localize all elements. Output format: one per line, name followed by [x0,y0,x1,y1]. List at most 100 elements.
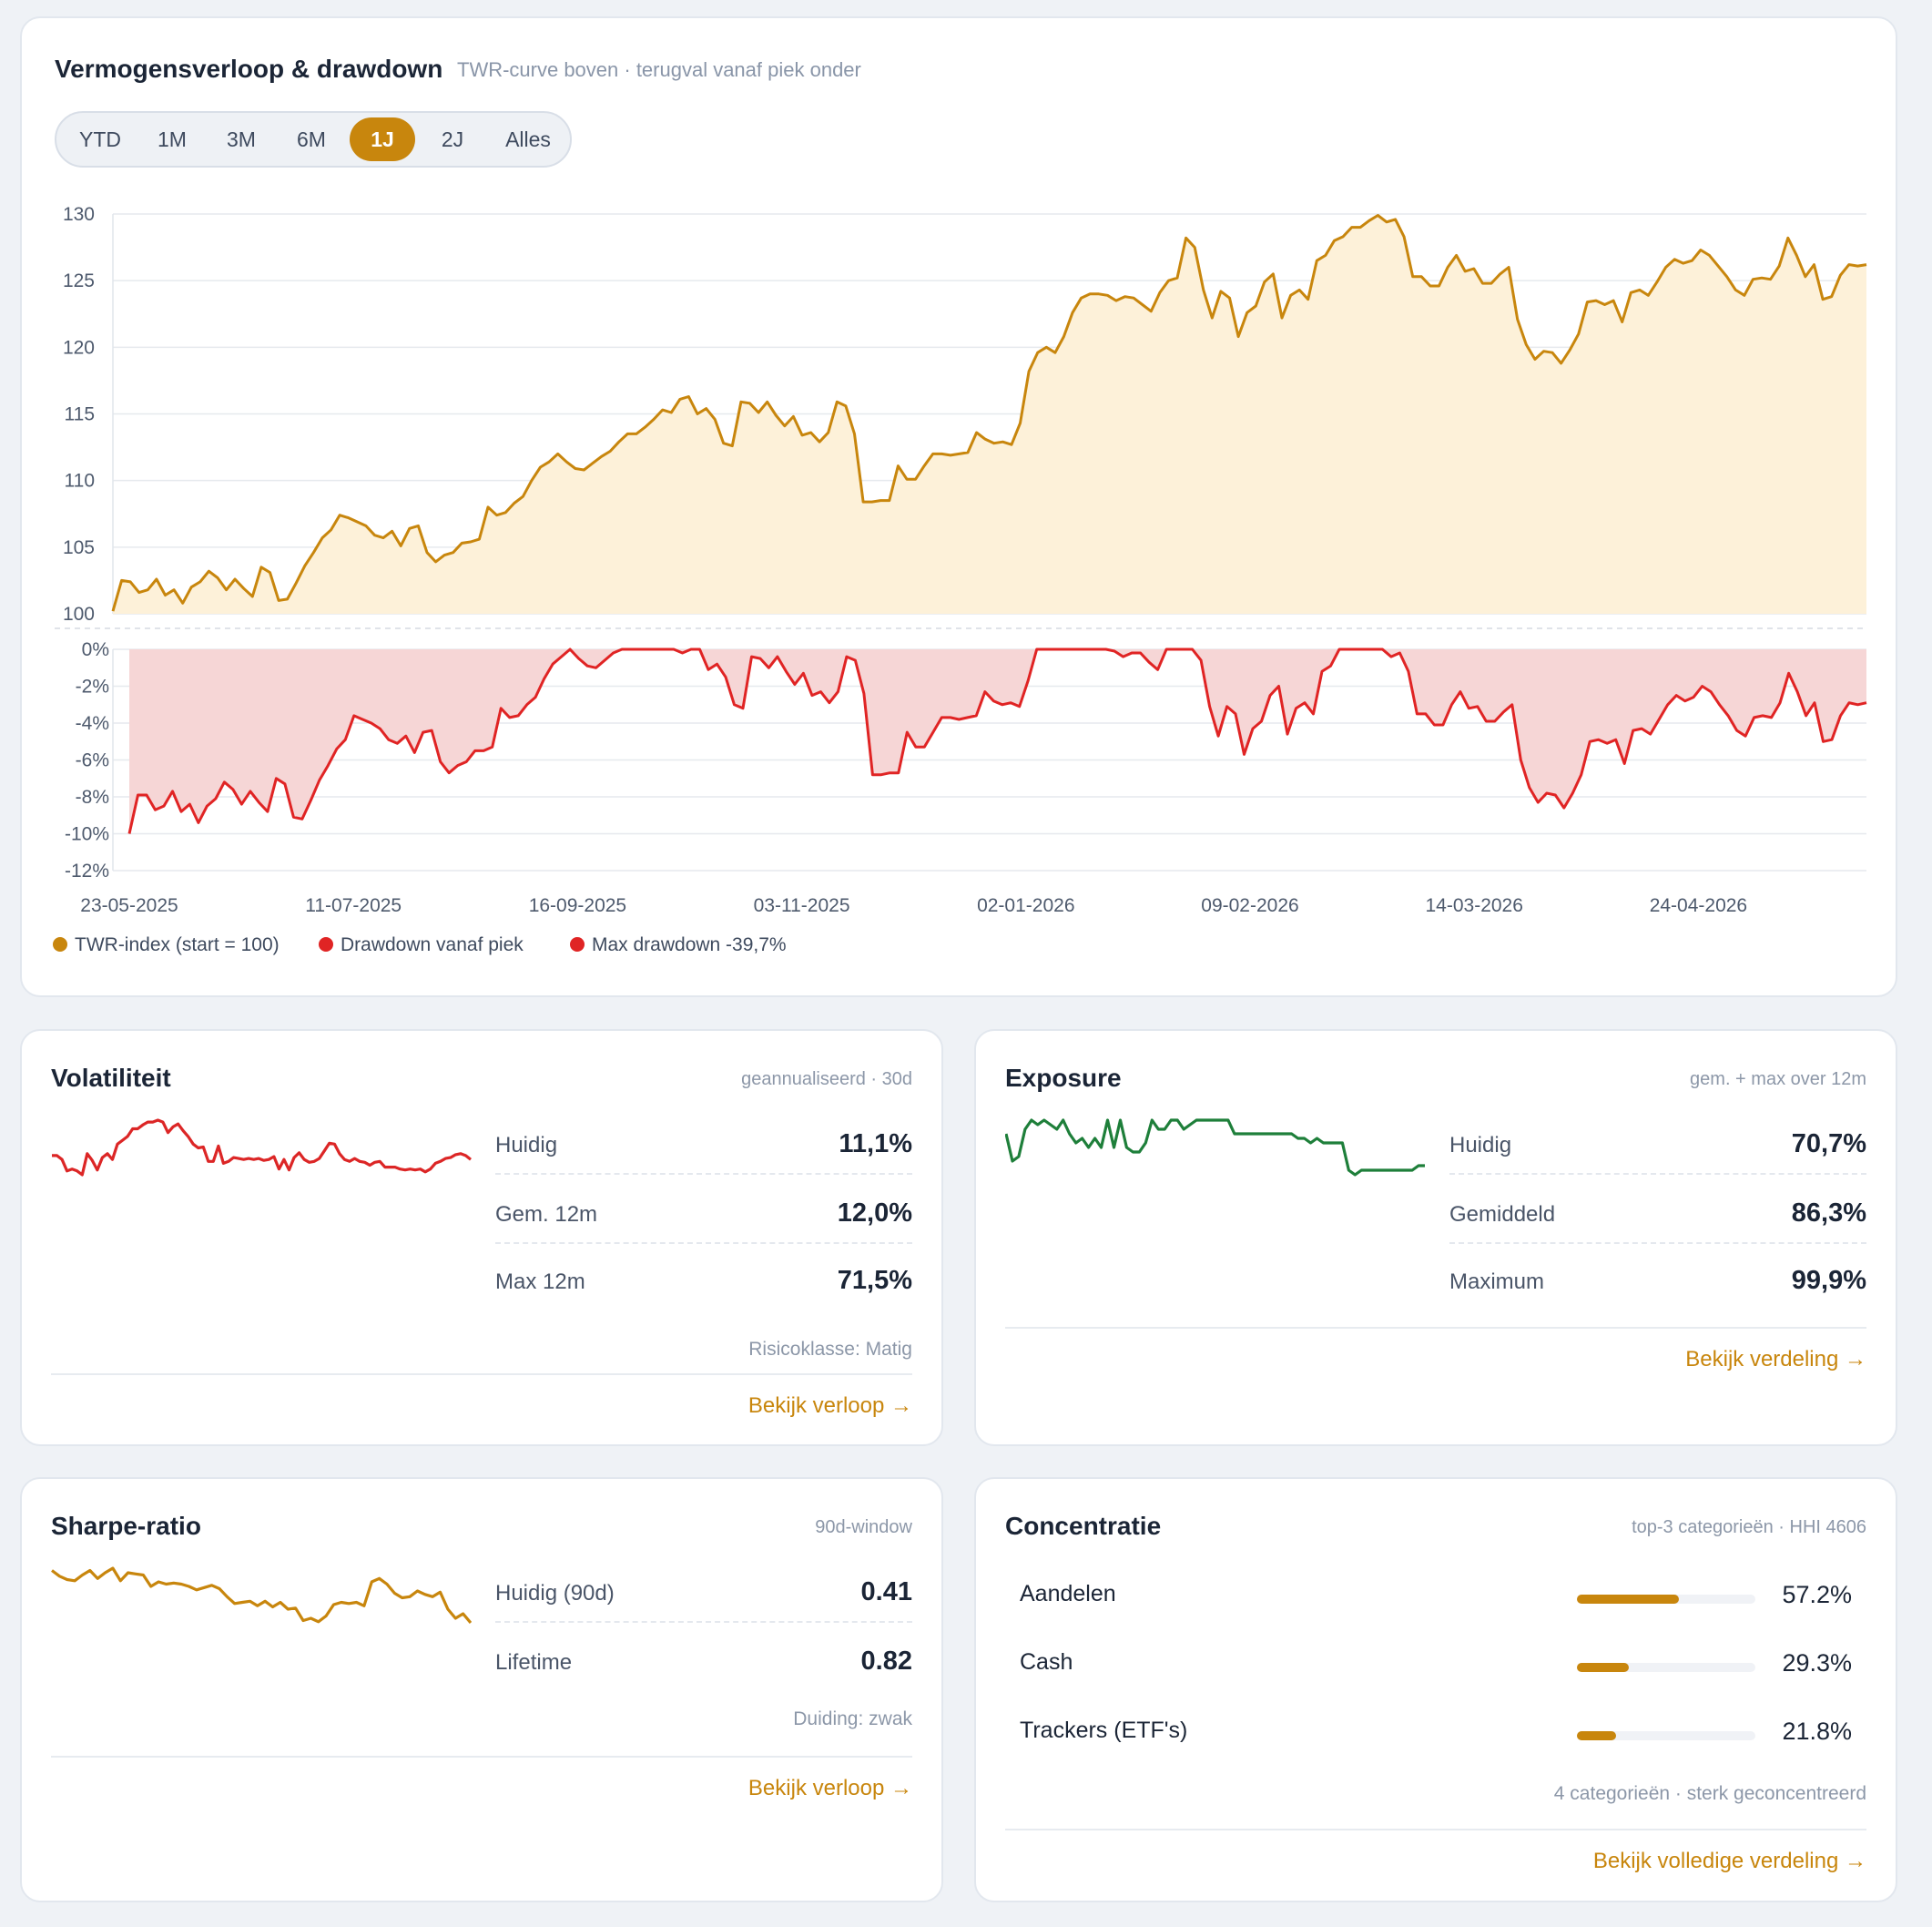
sharpe-interpretation: Duiding: zwak [793,1708,912,1729]
range-2j-button[interactable]: 2J [441,127,464,151]
x-tick-label: 23-05-2025 [80,895,178,916]
sparkline-path [52,1118,472,1177]
concentration-item-label: Cash [1020,1649,1073,1675]
portfolio-chart-card: Vermogensverloop & drawdown TWR-curve bo… [20,16,1897,997]
x-tick-label: 09-02-2026 [1201,895,1298,916]
range-3m-button[interactable]: 3M [227,127,256,151]
legend-twr: TWR-index (start = 100) [53,934,280,956]
y-tick-label: -6% [76,750,109,771]
legend-twr-swatch [53,937,67,952]
concentration-item-value: 29.3% [1782,1649,1852,1677]
range-6m-button[interactable]: 6M [297,127,326,151]
exposure-sparkline [1005,1118,1425,1177]
sharpe-current-label: Huidig (90d) [495,1581,615,1606]
sharpe-sparkline [51,1566,472,1625]
concentration-view-full-link[interactable]: Bekijk volledige verdeling → [1592,1849,1866,1873]
range-ytd-button[interactable]: YTD [79,127,121,151]
volatility-view-history-link[interactable]: Bekijk verloop → [747,1393,912,1418]
sharpe-subtitle: 90d-window [815,1517,912,1537]
x-tick-label: 16-09-2025 [529,895,626,916]
volatility-avg-value: 12,0% [837,1198,912,1228]
concentration-item-label: Aandelen [1020,1581,1116,1606]
divider [1005,1829,1866,1830]
volatility-risk-class: Risicoklasse: Matig [748,1339,912,1360]
y-tick-label: -8% [76,787,109,808]
sharpe-lifetime-label: Lifetime [495,1650,573,1675]
concentration-bar-fill [1577,1731,1616,1740]
legend-drawdown-swatch [319,937,333,952]
exposure-current-label: Huidig [1449,1133,1512,1157]
concentration-item-value: 57.2% [1782,1581,1852,1608]
volatility-sparkline [52,1118,472,1177]
y-tick-label: -4% [76,713,109,734]
concentration-bar-fill [1577,1663,1630,1672]
twr-line [111,214,1867,612]
concentration-summary: 4 categorieën · sterk geconcentreerd [1553,1783,1866,1804]
concentration-bar-track [1577,1595,1755,1604]
sharpe-card: Sharpe-ratio 90d-window Huidig (90d) 0.4… [20,1477,943,1902]
y-tick-label: 130 [63,204,95,225]
volatility-current-label: Huidig [495,1133,558,1157]
divider [495,1173,912,1175]
volatility-max-value: 71,5% [837,1266,912,1295]
y-tick-label: -12% [65,861,109,882]
y-tick-label: 105 [63,537,95,558]
divider [51,1756,912,1758]
exposure-max-label: Maximum [1449,1269,1545,1294]
range-1j-button[interactable]: 1J [350,117,415,161]
drawdown-line [127,647,1867,834]
divider [51,1373,912,1375]
y-tick-label: 110 [65,471,95,492]
divider [1005,1327,1866,1329]
divider [1449,1242,1866,1244]
range-alles-button[interactable]: Alles [505,127,551,151]
exposure-current-value: 70,7% [1791,1129,1866,1158]
divider [495,1621,912,1623]
legend-twr-label: TWR-index (start = 100) [75,934,280,955]
y-tick-label: -10% [65,824,109,845]
x-tick-label: 24-04-2026 [1650,895,1747,916]
exposure-avg-label: Gemiddeld [1449,1202,1556,1227]
twr-area [113,215,1866,614]
concentration-bar-fill [1577,1595,1680,1604]
x-tick-label: 11-07-2025 [305,895,402,916]
exposure-avg-value: 86,3% [1791,1198,1866,1228]
volatility-current-value: 11,1% [839,1129,912,1158]
y-tick-label: 0% [82,639,109,660]
volatility-max-label: Max 12m [495,1269,585,1294]
chart-subtitle: TWR-curve boven · terugval vanaf piek on… [457,58,861,81]
sharpe-title: Sharpe-ratio [51,1512,201,1540]
divider [1449,1173,1866,1175]
sparkline-path [1005,1118,1425,1177]
x-tick-label: 02-01-2026 [977,895,1074,916]
concentration-bar-track [1577,1731,1755,1740]
concentration-item-label: Trackers (ETF's) [1020,1718,1188,1743]
concentration-card: Concentratie top-3 categorieën · HHI 460… [974,1477,1897,1902]
concentration-title: Concentratie [1005,1512,1162,1540]
concentration-subtitle: top-3 categorieën · HHI 4606 [1632,1517,1866,1537]
y-tick-label: 100 [63,604,95,625]
sharpe-lifetime-value: 0.82 [860,1647,912,1676]
concentration-bar-track [1577,1663,1755,1672]
exposure-max-value: 99,9% [1791,1266,1866,1295]
legend-drawdown-label: Drawdown vanaf piek [341,934,524,955]
y-tick-label: 115 [65,404,95,425]
y-tick-label: -2% [76,677,109,698]
range-1m-button[interactable]: 1M [158,127,187,151]
x-tick-label: 03-11-2025 [754,895,850,916]
volatility-card: Volatiliteit geannualiseerd · 30d Huidig… [20,1029,943,1446]
legend-drawdown: Drawdown vanaf piek [319,934,524,956]
concentration-item-value: 21.8% [1782,1718,1852,1745]
exposure-card: Exposure gem. + max over 12m Huidig 70,7… [974,1029,1897,1446]
sharpe-view-history-link[interactable]: Bekijk verloop → [747,1776,912,1800]
exposure-view-distribution-link[interactable]: Bekijk verdeling → [1685,1347,1866,1371]
volatility-subtitle: geannualiseerd · 30d [741,1069,912,1089]
exposure-title: Exposure [1005,1064,1122,1092]
drawdown-area [129,649,1866,834]
sharpe-current-value: 0.41 [860,1577,912,1606]
volatility-title: Volatiliteit [51,1064,171,1092]
legend-max-drawdown: Max drawdown -39,7% [570,934,787,956]
y-tick-label: 125 [63,270,95,291]
legend-max-drawdown-swatch [570,937,585,952]
y-tick-label: 120 [63,337,95,358]
